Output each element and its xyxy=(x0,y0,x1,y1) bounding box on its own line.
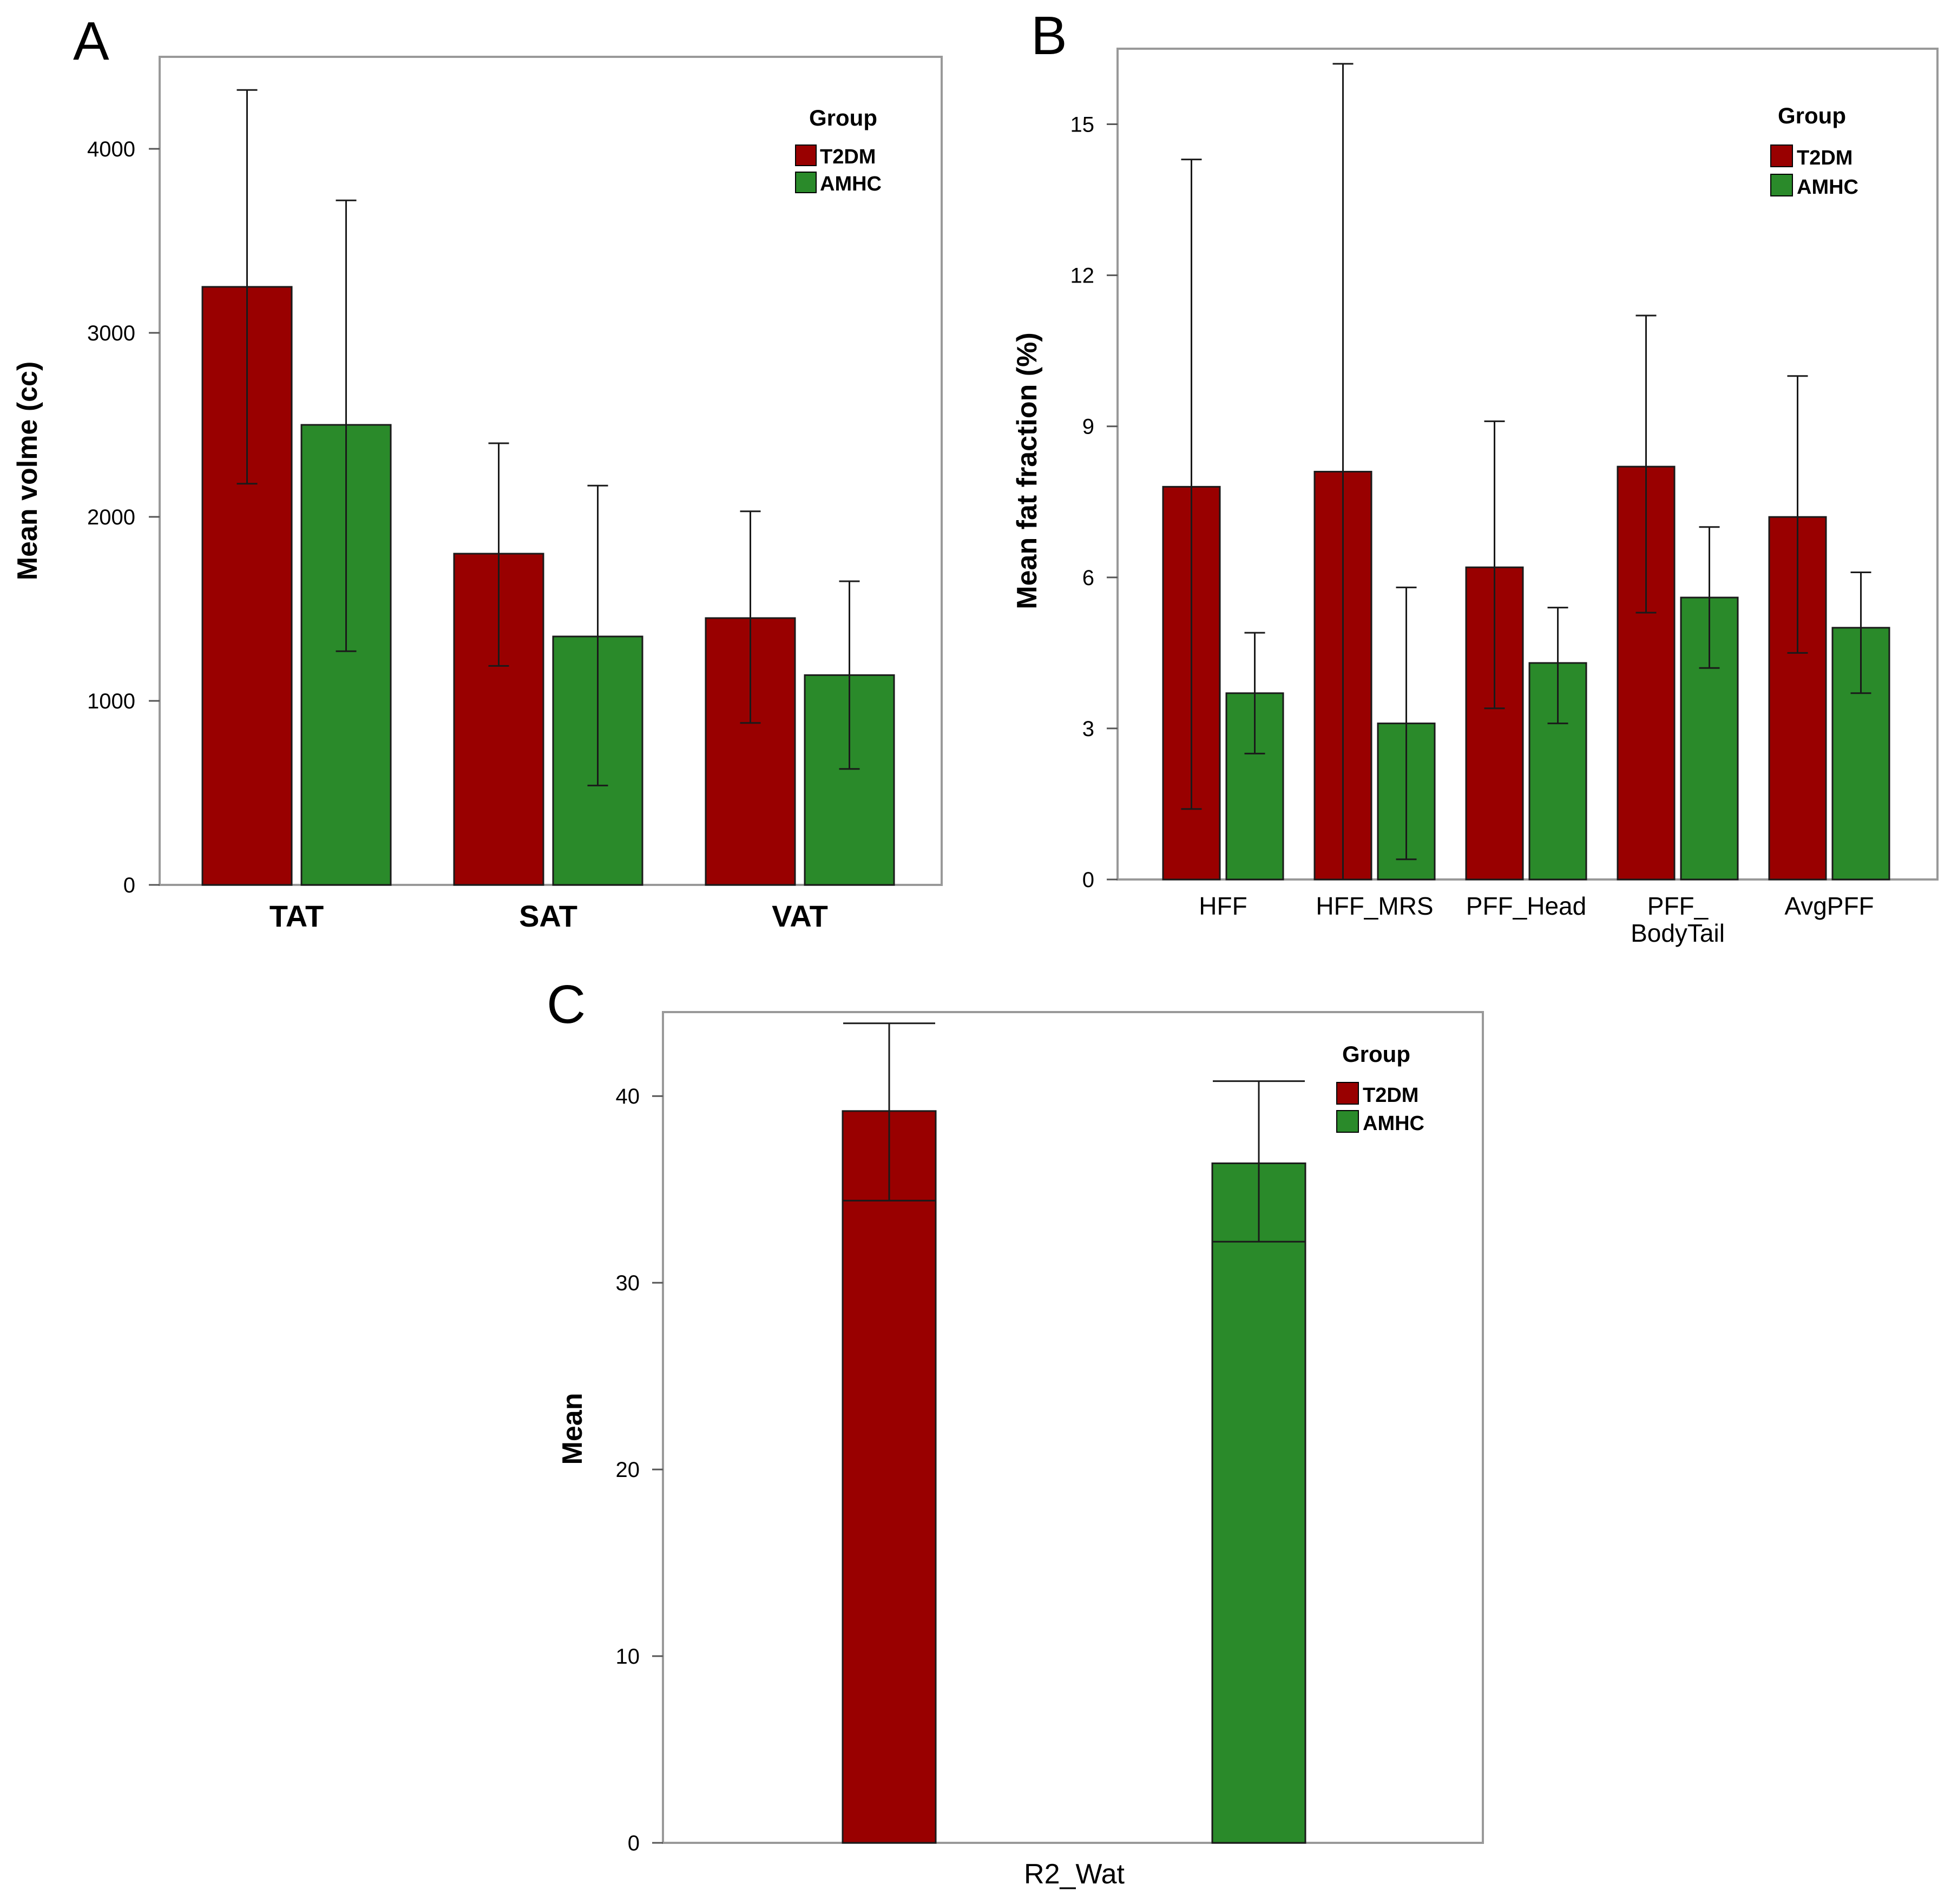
y-tick-label-c-4: 40 xyxy=(616,1085,640,1108)
x-tick-label-a-0: TAT xyxy=(270,899,324,933)
error-bar-a-amhc-0 xyxy=(336,199,357,652)
error-bar-b-amhc-3 xyxy=(1699,526,1720,669)
panel-label-b: B xyxy=(1031,5,1067,66)
legend-swatch-amhc-a xyxy=(795,172,817,193)
legend-title-b: Group xyxy=(1778,103,1846,128)
bar-c-t2dm-0 xyxy=(842,1110,937,1844)
y-tick-label-c-3: 30 xyxy=(616,1271,640,1295)
error-bar-a-t2dm-1 xyxy=(488,442,509,667)
x-tick-label-a-1: SAT xyxy=(519,899,577,933)
legend-swatch-t2dm-a xyxy=(795,145,817,166)
panel-b: B Mean fat fraction (%) 0 3 6 9 12 15 HFF HFF_… xyxy=(1011,5,1939,947)
error-bar-a-t2dm-2 xyxy=(740,510,761,724)
y-tick-label-b-4: 12 xyxy=(1070,264,1095,288)
legend-label-t2dm-a: T2DM xyxy=(820,146,876,168)
error-bar-a-amhc-1 xyxy=(587,484,608,786)
error-bar-c-t2dm-0 xyxy=(843,1022,935,1202)
y-tick-label-a-4: 4000 xyxy=(87,137,135,161)
panel-label-c: C xyxy=(547,974,586,1035)
x-tick-label-b-2: PFF_Head xyxy=(1466,892,1586,920)
legend-swatch-t2dm-b xyxy=(1770,145,1793,167)
x-tick-label-b-1: HFF_MRS xyxy=(1316,892,1433,920)
y-tick-label-c-0: 0 xyxy=(628,1831,640,1855)
y-axis-label-a: Mean volme (cc) xyxy=(12,362,43,581)
y-tick-label-b-1: 3 xyxy=(1082,717,1094,741)
error-bar-b-t2dm-3 xyxy=(1635,314,1657,614)
y-axis-label-b: Mean fat fraction (%) xyxy=(1011,332,1043,609)
y-tick-label-b-5: 15 xyxy=(1070,113,1095,137)
x-tick-label-b-4: AvgPFF xyxy=(1784,892,1874,920)
panel-a: A Mean volme (cc) 0 1000 2000 3000 4000 TAT S… xyxy=(12,11,943,933)
legend-title-c: Group xyxy=(1342,1041,1410,1067)
plot-frame-a xyxy=(159,56,943,886)
legend-label-t2dm-c: T2DM xyxy=(1363,1084,1418,1107)
error-bar-c-amhc-0 xyxy=(1213,1080,1305,1243)
y-tick-label-c-2: 20 xyxy=(616,1458,640,1482)
error-bar-b-amhc-2 xyxy=(1547,607,1568,725)
x-tick-label-a-2: VAT xyxy=(772,899,828,933)
legend-label-t2dm-b: T2DM xyxy=(1797,147,1853,169)
y-tick-label-c-1: 10 xyxy=(616,1645,640,1669)
bar-c-amhc-0 xyxy=(1211,1162,1306,1844)
error-bar-b-t2dm-2 xyxy=(1484,420,1505,710)
legend-label-amhc-c: AMHC xyxy=(1363,1112,1424,1135)
plot-frame-c xyxy=(662,1011,1484,1844)
legend-label-amhc-b: AMHC xyxy=(1797,176,1858,199)
legend-swatch-amhc-c xyxy=(1336,1110,1359,1133)
x-axis-label-c: R2_Wat xyxy=(1024,1859,1125,1890)
y-tick-label-a-0: 0 xyxy=(123,874,135,897)
y-tick-label-b-3: 9 xyxy=(1082,415,1094,439)
y-tick-label-b-2: 6 xyxy=(1082,566,1094,590)
error-bar-b-t2dm-1 xyxy=(1332,63,1354,881)
error-bar-a-t2dm-0 xyxy=(237,89,258,485)
y-tick-label-a-3: 3000 xyxy=(87,321,135,345)
error-bar-b-amhc-0 xyxy=(1244,632,1265,754)
error-bar-b-t2dm-0 xyxy=(1181,159,1202,810)
panel-label-a: A xyxy=(73,11,109,71)
x-tick-label-b-3: PFF_ BodyTail xyxy=(1631,892,1725,947)
error-bar-b-t2dm-4 xyxy=(1787,375,1808,654)
y-tick-label-a-1: 1000 xyxy=(87,690,135,713)
panel-c: C Mean R2_Wat 0 10 20 30 40 Group T2DM AMHC xyxy=(547,974,1484,1890)
x-tick-label-b-0: HFF xyxy=(1199,892,1247,920)
legend-swatch-t2dm-c xyxy=(1336,1082,1359,1105)
legend-swatch-amhc-b xyxy=(1770,174,1793,196)
legend-a: Group T2DM AMHC xyxy=(795,105,882,195)
plot-frame-b xyxy=(1116,48,1939,881)
legend-b: Group T2DM AMHC xyxy=(1770,103,1858,199)
y-tick-label-b-0: 0 xyxy=(1082,868,1094,892)
error-bar-b-amhc-1 xyxy=(1396,586,1417,861)
legend-title-a: Group xyxy=(809,105,877,130)
y-tick-label-a-2: 2000 xyxy=(87,505,135,529)
error-bar-b-amhc-4 xyxy=(1850,572,1871,694)
legend-c: Group T2DM AMHC xyxy=(1336,1041,1424,1135)
error-bar-a-amhc-2 xyxy=(839,580,860,770)
y-axis-label-c: Mean xyxy=(557,1393,588,1465)
legend-label-amhc-a: AMHC xyxy=(820,173,882,195)
